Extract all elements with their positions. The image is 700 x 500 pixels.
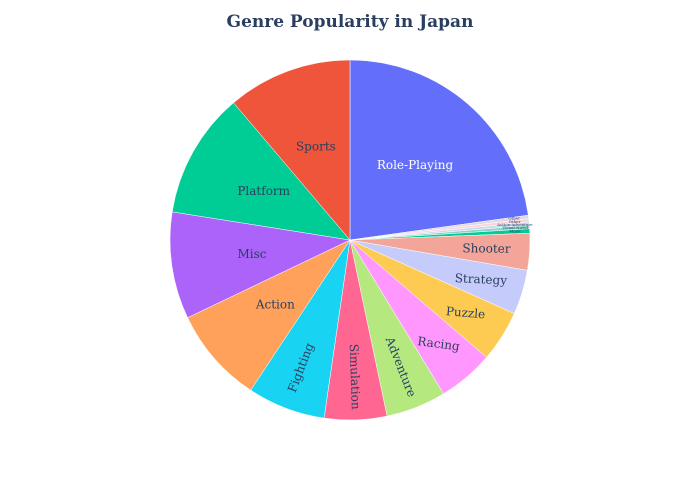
slice-label: Simulation	[347, 344, 363, 410]
slice-label: Other	[509, 219, 521, 224]
slice-label: Platform	[237, 184, 290, 198]
slice-label: Racing	[417, 334, 461, 353]
slice-label: Other	[508, 216, 520, 221]
slice-label: Action	[255, 298, 295, 312]
slice-label: Strategy	[454, 271, 507, 287]
slice-label: Visual Novel	[501, 225, 528, 230]
chart-title: Genre Popularity in Japan	[226, 12, 474, 32]
pie-slice-sports[interactable]	[233, 59, 351, 241]
pie-slice-action[interactable]	[187, 239, 351, 391]
slice-label: Role-Playing	[377, 158, 454, 172]
slice-label: Shooter	[462, 241, 510, 255]
slice-label: Puzzle	[445, 304, 485, 321]
slice-label: Misc	[238, 247, 267, 261]
slice-label: Music	[509, 229, 522, 234]
slice-label: Sports	[296, 140, 336, 154]
pie-slice-role-playing[interactable]	[349, 59, 529, 241]
pie-slice-misc[interactable]	[169, 211, 351, 318]
slice-label: Action-Adventure	[496, 222, 533, 227]
pie-slice-platform[interactable]	[171, 102, 351, 241]
